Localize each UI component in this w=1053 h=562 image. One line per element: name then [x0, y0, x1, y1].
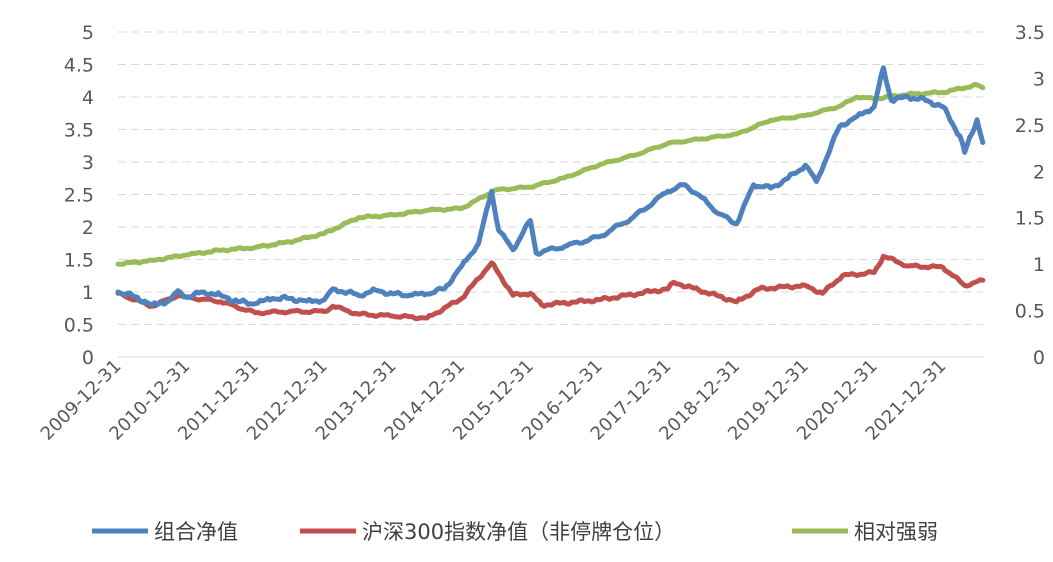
left-axis-tick-label: 5 [82, 22, 94, 44]
left-axis-tick-label: 1.5 [64, 250, 94, 272]
series-line-1 [115, 253, 986, 322]
right-axis-tick-label: 1 [1033, 254, 1045, 276]
right-axis-tick-label: 3.5 [1015, 22, 1045, 44]
right-axis-tick-label: 2.5 [1015, 115, 1045, 137]
left-axis-tick-label: 2 [82, 217, 94, 239]
legend-label-2: 相对强弱 [854, 520, 938, 544]
left-axis-tick-label: 4.5 [64, 55, 94, 77]
left-axis-tick-label: 2.5 [64, 185, 94, 207]
gridlines [118, 31, 983, 358]
right-axis: 0 0.5 1 1.5 2 2.5 3 3.5 [1015, 22, 1045, 369]
left-axis-tick-label: 3.5 [64, 120, 94, 142]
left-axis: 0 0.5 1 1.5 2 2.5 3 3.5 4 4.5 5 [64, 22, 94, 369]
right-axis-tick-label: 0 [1033, 347, 1045, 369]
legend-label-0: 组合净值 [154, 520, 238, 544]
right-axis-tick-label: 1.5 [1015, 208, 1045, 230]
legend-label-1: 沪深300指数净值（非停牌仓位） [362, 520, 675, 544]
series-line-2 [115, 82, 986, 267]
right-axis-tick-label: 2 [1033, 161, 1045, 183]
right-axis-tick-label: 0.5 [1015, 301, 1045, 323]
right-axis-tick-label: 3 [1033, 68, 1045, 90]
left-axis-tick-label: 4 [82, 87, 94, 109]
series-lines [115, 65, 986, 322]
left-axis-tick-label: 0.5 [64, 315, 94, 337]
left-axis-tick-label: 0 [82, 347, 94, 369]
left-axis-tick-label: 1 [82, 282, 94, 304]
series-line-0 [115, 65, 986, 308]
legend: 组合净值 沪深300指数净值（非停牌仓位） 相对强弱 [92, 520, 938, 544]
left-axis-tick-label: 3 [82, 152, 94, 174]
x-axis: 2009-12-312010-12-312011-12-312012-12-31… [37, 356, 951, 445]
